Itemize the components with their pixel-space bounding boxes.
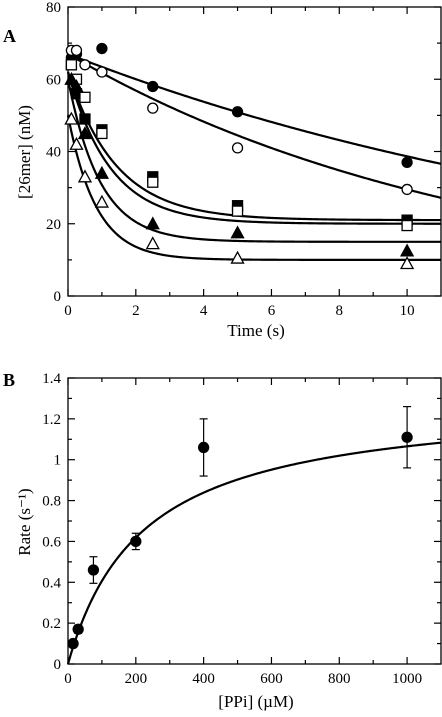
data-point-filled-circle	[130, 535, 142, 548]
fit-curve-open-square	[66, 71, 441, 225]
panel-b-x-tick-label: 400	[192, 671, 215, 687]
panel-b-y-tick-label: 1	[54, 453, 62, 469]
data-point-open-triangle	[64, 111, 79, 125]
data-point-filled-circle	[67, 637, 79, 650]
data-point-open-circle	[401, 183, 413, 196]
panel-b-x-tick-label: 0	[64, 671, 72, 687]
panel-b-x-tick-label: 600	[260, 671, 283, 687]
panel-a-chart: A 0 2 4 6 8 10 0 20 40 60 80 Time (s) [26mer] (nM)	[3, 0, 442, 340]
panel-b-y-tick-label: 0.2	[42, 616, 61, 632]
data-point-open-circle	[79, 59, 91, 71]
data-point-open-triangle	[94, 194, 110, 208]
panel-b-x-tick-label: 800	[328, 671, 351, 687]
data-point-filled-circle	[197, 441, 210, 454]
data-point-filled-circle	[401, 431, 413, 443]
panel-a-x-tick-label: 0	[64, 303, 72, 319]
data-point-open-triangle	[230, 250, 245, 264]
panel-a-y-tick-label: 40	[46, 145, 61, 161]
data-point-open-square	[231, 205, 244, 217]
panel-a-y-axis-label: [26mer] (nM)	[15, 105, 34, 199]
panel-b-x-tick-label: 1000	[392, 671, 422, 687]
panel-b-chart: B 0 200 400 600 800 100000.20.40.60.811.21.4 …	[3, 370, 442, 711]
panel-a-x-tick-label: 2	[132, 303, 140, 319]
data-point-open-circle	[96, 66, 108, 78]
data-point-open-square	[65, 59, 78, 71]
panel-a-data-points	[64, 42, 415, 270]
data-point-open-square	[96, 127, 108, 140]
panel-b-y-tick-label: 1.4	[42, 371, 61, 387]
data-point-open-triangle	[69, 136, 84, 150]
data-point-filled-triangle	[64, 71, 79, 85]
panel-b-data-points	[67, 406, 413, 650]
panel-a-y-tick-label: 0	[54, 289, 62, 305]
panel-b-x-tick-label: 200	[125, 671, 148, 687]
panel-a-x-tick-label: 4	[200, 303, 208, 319]
data-point-open-square	[79, 91, 91, 103]
panel-a-x-axis-label: Time (s)	[227, 321, 284, 340]
data-point-filled-triangle	[399, 243, 415, 257]
data-point-filled-circle	[231, 106, 244, 118]
panel-b-letter: B	[3, 370, 15, 390]
panel-a-ticks: 0 2 4 6 8 10 0 20 40 60 80	[46, 0, 441, 319]
data-point-filled-square	[79, 113, 91, 125]
fit-curve-open-circle	[67, 53, 442, 199]
panel-b-y-tick-label: 0.4	[42, 575, 61, 591]
data-point-open-triangle	[77, 169, 93, 183]
panel-a-fit-curves	[66, 52, 442, 261]
panel-a-x-tick-label: 10	[400, 303, 415, 319]
data-point-open-circle	[231, 142, 244, 154]
panel-b-x-axis-label: [PPi] (µM)	[218, 692, 293, 711]
panel-a-x-tick-label: 8	[336, 303, 344, 319]
panel-a-y-tick-label: 20	[46, 217, 61, 233]
data-point-filled-triangle	[69, 79, 84, 93]
data-point-open-circle	[147, 102, 159, 114]
panel-b-y-tick-label: 0	[54, 657, 62, 673]
panel-a-y-tick-label: 80	[46, 0, 61, 16]
data-point-filled-circle	[87, 564, 100, 576]
data-point-filled-circle	[401, 156, 413, 168]
data-point-filled-triangle	[145, 216, 160, 230]
data-point-filled-circle	[96, 42, 108, 55]
data-point-open-triangle	[145, 236, 160, 250]
panel-a-letter: A	[3, 26, 16, 46]
data-point-filled-circle	[72, 623, 84, 635]
panel-b-y-tick-label: 1.2	[42, 412, 61, 428]
data-point-filled-triangle	[230, 225, 245, 239]
fit-curve-filled-square	[66, 71, 441, 222]
data-point-filled-circle	[147, 80, 159, 93]
fit-curve-filled-circle	[67, 52, 442, 165]
fit-curve-hyperbolic	[66, 441, 442, 665]
panel-b-y-tick-label: 0.8	[42, 494, 61, 510]
data-point-open-circle	[70, 44, 83, 56]
panel-a-y-tick-label: 60	[46, 72, 61, 88]
data-point-filled-triangle	[94, 165, 110, 179]
panel-b-y-axis-label: Rate (s⁻¹)	[15, 488, 34, 555]
panel-b-y-tick-label: 0.6	[42, 534, 61, 550]
panel-b-fit-curve	[66, 441, 442, 665]
panel-a-x-tick-label: 6	[268, 303, 276, 319]
data-point-open-square	[147, 176, 159, 188]
fit-curve-filled-triangle	[66, 79, 441, 243]
data-point-open-triangle	[399, 256, 415, 270]
data-point-open-square	[401, 219, 413, 232]
panel-b-ticks: 0 200 400 600 800 1000 0 0.2 0.4 0.6 0.8 1 1.2 1.4	[42, 371, 441, 687]
fit-curve-open-triangle	[66, 115, 441, 261]
panel-b-plot-frame	[67, 377, 442, 665]
data-point-filled-triangle	[77, 126, 93, 140]
